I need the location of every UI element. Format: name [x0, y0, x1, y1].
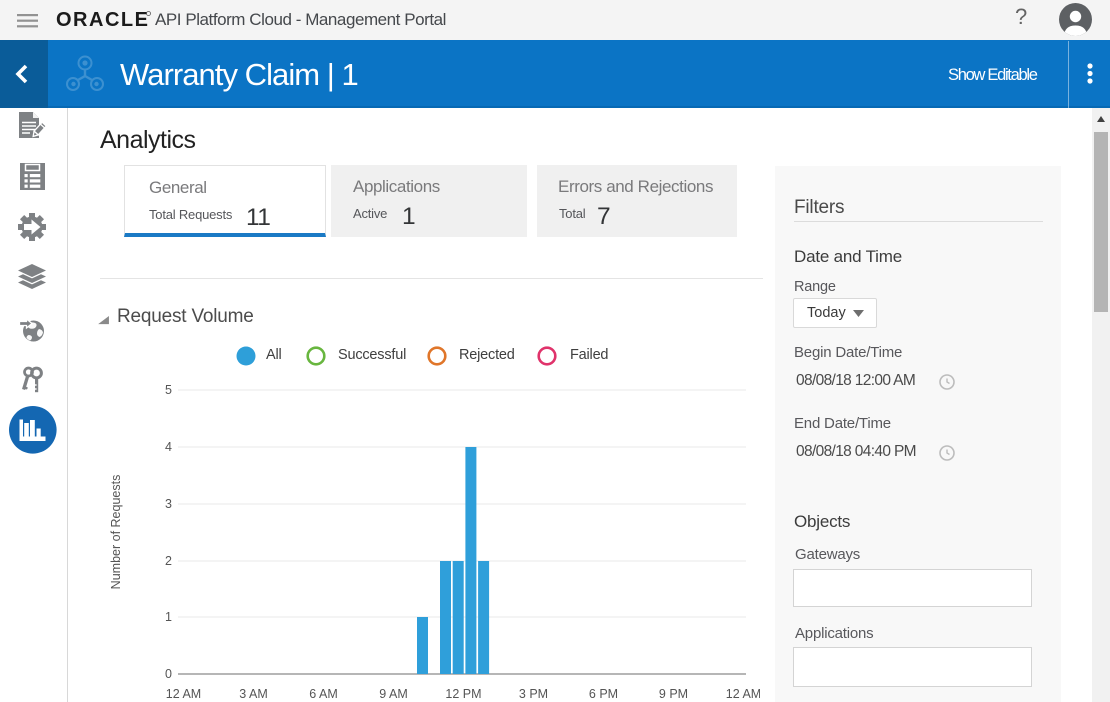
svg-text:2: 2: [165, 554, 172, 568]
svg-text:3 PM: 3 PM: [519, 687, 548, 701]
svg-text:4: 4: [165, 440, 172, 454]
svg-text:1: 1: [165, 610, 172, 624]
svg-text:3: 3: [165, 497, 172, 511]
svg-text:6 PM: 6 PM: [589, 687, 618, 701]
svg-text:5: 5: [165, 383, 172, 397]
svg-text:9 PM: 9 PM: [659, 687, 688, 701]
svg-text:6 AM: 6 AM: [309, 687, 338, 701]
svg-text:12 AM: 12 AM: [726, 687, 760, 701]
svg-text:0: 0: [165, 667, 172, 681]
svg-text:12 AM: 12 AM: [166, 687, 201, 701]
svg-text:9 AM: 9 AM: [379, 687, 408, 701]
svg-text:Number of Requests: Number of Requests: [109, 475, 123, 590]
svg-text:3 AM: 3 AM: [239, 687, 268, 701]
svg-text:12 PM: 12 PM: [445, 687, 481, 701]
